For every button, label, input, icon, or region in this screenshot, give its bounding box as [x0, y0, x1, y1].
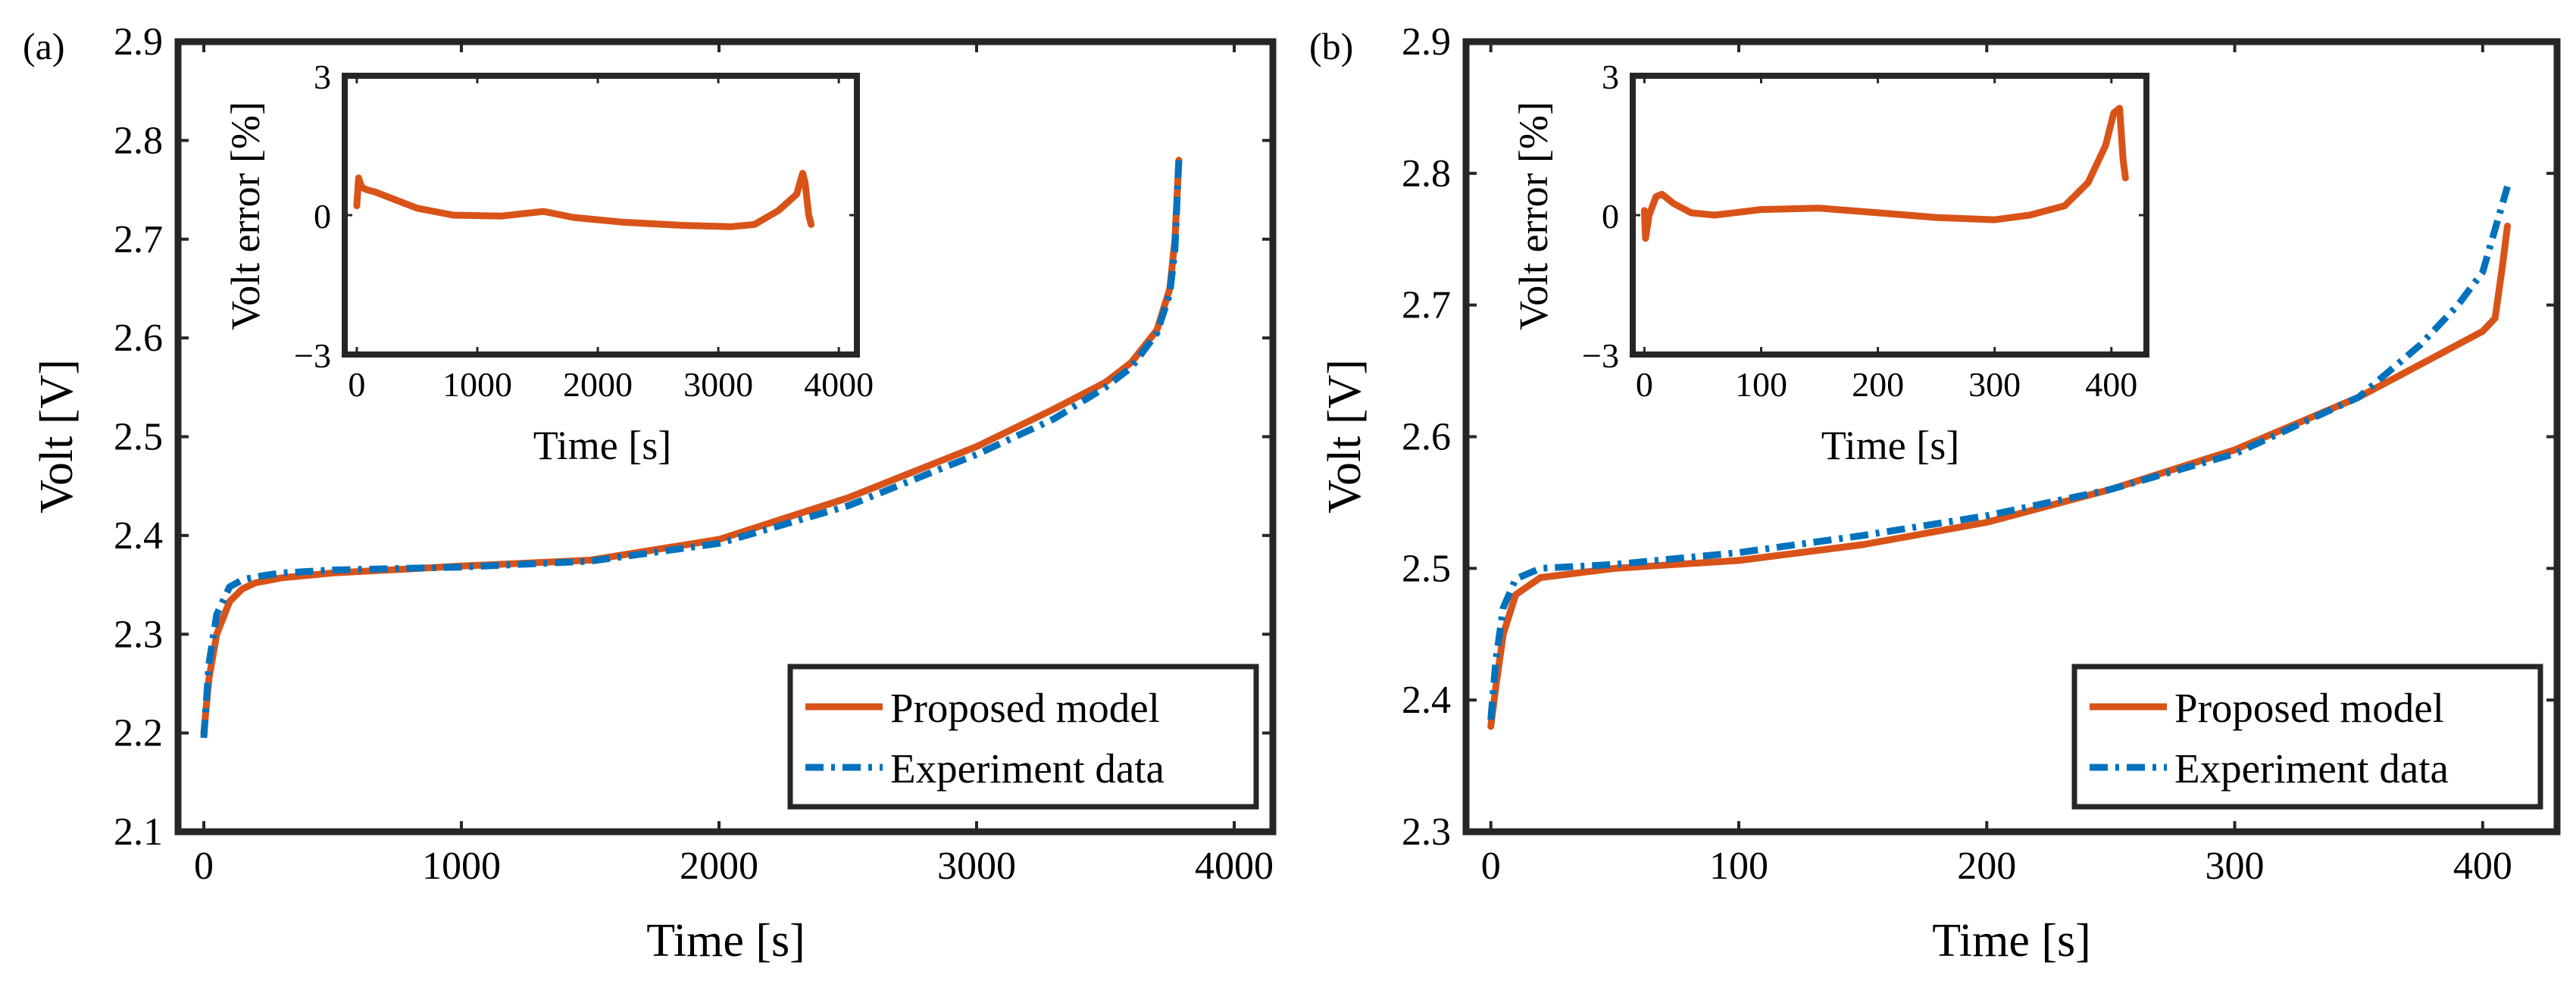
- panel-a-inset: 0 1000 2000 3000 4000 −3 0 3 Time [s] Volt erro…: [223, 58, 874, 468]
- panel-b-inset-x-tick-label: 0: [1636, 365, 1653, 404]
- panel-b-inset-lines: [1640, 105, 2129, 242]
- panel-a-y-tick-label: 2.6: [114, 317, 163, 360]
- panel-b-inset-x-tick-label: 100: [1735, 365, 1787, 404]
- panel-a-inset-x-tick-label: 1000: [442, 365, 512, 404]
- panel-b-x-axis-label: Time [s]: [1932, 915, 2091, 967]
- panel-b-legend-box: [2071, 664, 2543, 810]
- panel-a-inset-x-tick-label: 4000: [804, 365, 874, 404]
- panel-b-legend-label-proposed: Proposed model: [2174, 685, 2444, 731]
- panel-a-x-tick-label: 1000: [422, 845, 501, 888]
- panel-a-series-experiment-data: [200, 160, 1183, 739]
- panel-a-inset-lines: [353, 170, 815, 230]
- panel-a-inset-y-axis-label: Volt error [%]: [223, 102, 268, 330]
- panel-b-inset: 0 100 200 300 400 −3 0 3 Time [s] Volt error [%…: [1511, 58, 2149, 468]
- panel-a-inset-y-tick-label: −3: [294, 336, 331, 375]
- panel-b-y-tick-label: 2.8: [1402, 152, 1451, 195]
- panel-a-y-tick-label: 2.9: [114, 20, 163, 64]
- panel-a-x-tick-label: 3000: [937, 845, 1016, 888]
- panel-a-inset-y-tick-label: 0: [314, 197, 331, 236]
- panel-a-main-ticks: 0 1000 2000 3000 4000 2.1 2.2 2.3 2.4 2.5 2.6 2.7 2.…: [114, 20, 1274, 888]
- panel-a-inset-x-tick-label: 2000: [563, 365, 633, 404]
- panel-a-y-tick-label: 2.4: [114, 514, 163, 558]
- panel-a-y-tick-label: 2.8: [114, 119, 163, 162]
- panel-a-inset-ticks: 0 1000 2000 3000 4000 −3 0 3: [294, 58, 874, 404]
- panel-a-inset-x-tick-label: 0: [348, 365, 365, 404]
- panel-b-y-tick-label: 2.5: [1402, 547, 1451, 590]
- panel-b-inset-ticks: 0 100 200 300 400 −3 0 3: [1582, 58, 2146, 404]
- panel-label-a: (a): [23, 25, 65, 67]
- panel-b-main-lines: [1487, 185, 2511, 730]
- panel-a-y-tick-label: 2.7: [114, 218, 163, 261]
- panel-b-y-tick-label: 2.4: [1402, 679, 1451, 722]
- panel-a-legend-box: [787, 664, 1259, 810]
- panel-b-y-tick-label: 2.7: [1402, 284, 1451, 327]
- panel-a-x-tick-label: 0: [194, 845, 214, 888]
- panel-b-inset-y-tick-label: 0: [1602, 197, 1619, 236]
- panel-a-y-tick-label: 2.3: [114, 613, 163, 656]
- panel-a-inset-series-volt-error: [353, 170, 815, 230]
- panel-b-x-tick-label: 100: [1709, 845, 1768, 888]
- panel-b-y-axis-label: Volt [V]: [1319, 359, 1371, 514]
- panel-a-legend: Proposed model Experiment data: [787, 664, 1259, 810]
- panel-b-inset-x-tick-label: 300: [1968, 365, 2021, 404]
- panel-b-inset-x-tick-label: 200: [1852, 365, 1904, 404]
- panel-b-x-tick-label: 200: [1957, 845, 2016, 888]
- panel-a-y-tick-label: 2.5: [114, 416, 163, 459]
- panel-a-y-tick-label: 2.2: [114, 712, 163, 755]
- panel-b-legend-label-experiment: Experiment data: [2174, 745, 2449, 792]
- panel-b-y-tick-label: 2.6: [1402, 416, 1451, 459]
- panel-b-inset-y-axis-label: Volt error [%]: [1511, 102, 1556, 330]
- panel-b-inset-x-axis-label: Time [s]: [1821, 423, 1960, 468]
- panel-a-inset-x-axis-label: Time [s]: [533, 423, 672, 468]
- panel-b-inset-y-tick-label: −3: [1582, 336, 1619, 375]
- panel-label-b: (b): [1309, 25, 1353, 67]
- panel-a-inset-background: [345, 76, 857, 355]
- panel-b-y-tick-label: 2.3: [1402, 811, 1451, 854]
- panel-a-inset-y-tick-label: 3: [314, 58, 331, 96]
- panel-a-main-lines: [200, 157, 1183, 739]
- panel-a-y-axis-label: Volt [V]: [31, 359, 83, 514]
- panel-a-legend-label-experiment: Experiment data: [890, 745, 1165, 792]
- panel-b-x-tick-label: 400: [2453, 845, 2512, 888]
- panel-a-x-axis-label: Time [s]: [646, 915, 805, 967]
- panel-a-y-tick-label: 2.1: [114, 811, 163, 854]
- panel-b-inset-y-tick-label: 3: [1602, 58, 1619, 96]
- panel-b-x-tick-label: 0: [1481, 845, 1501, 888]
- panel-a: (a) 0 1000 2000 3000 4000 2.1 2.2 2.3 2.4 2.5 2.6 2…: [23, 20, 1277, 967]
- panel-b-x-tick-label: 300: [2206, 845, 2265, 888]
- panel-a-legend-label-proposed: Proposed model: [890, 685, 1160, 731]
- panel-b-inset-series-volt-error: [1640, 105, 2129, 242]
- panel-b-series-proposed-model: [1487, 222, 2511, 730]
- panel-b-legend: Proposed model Experiment data: [2071, 664, 2543, 810]
- panel-a-inset-x-tick-label: 3000: [683, 365, 753, 404]
- panel-b-y-tick-label: 2.9: [1402, 20, 1451, 64]
- panel-a-x-tick-label: 2000: [680, 845, 758, 888]
- panel-b-inset-x-tick-label: 400: [2085, 365, 2137, 404]
- panel-b-series-experiment-data: [1487, 185, 2511, 720]
- panel-a-x-tick-label: 4000: [1195, 845, 1274, 888]
